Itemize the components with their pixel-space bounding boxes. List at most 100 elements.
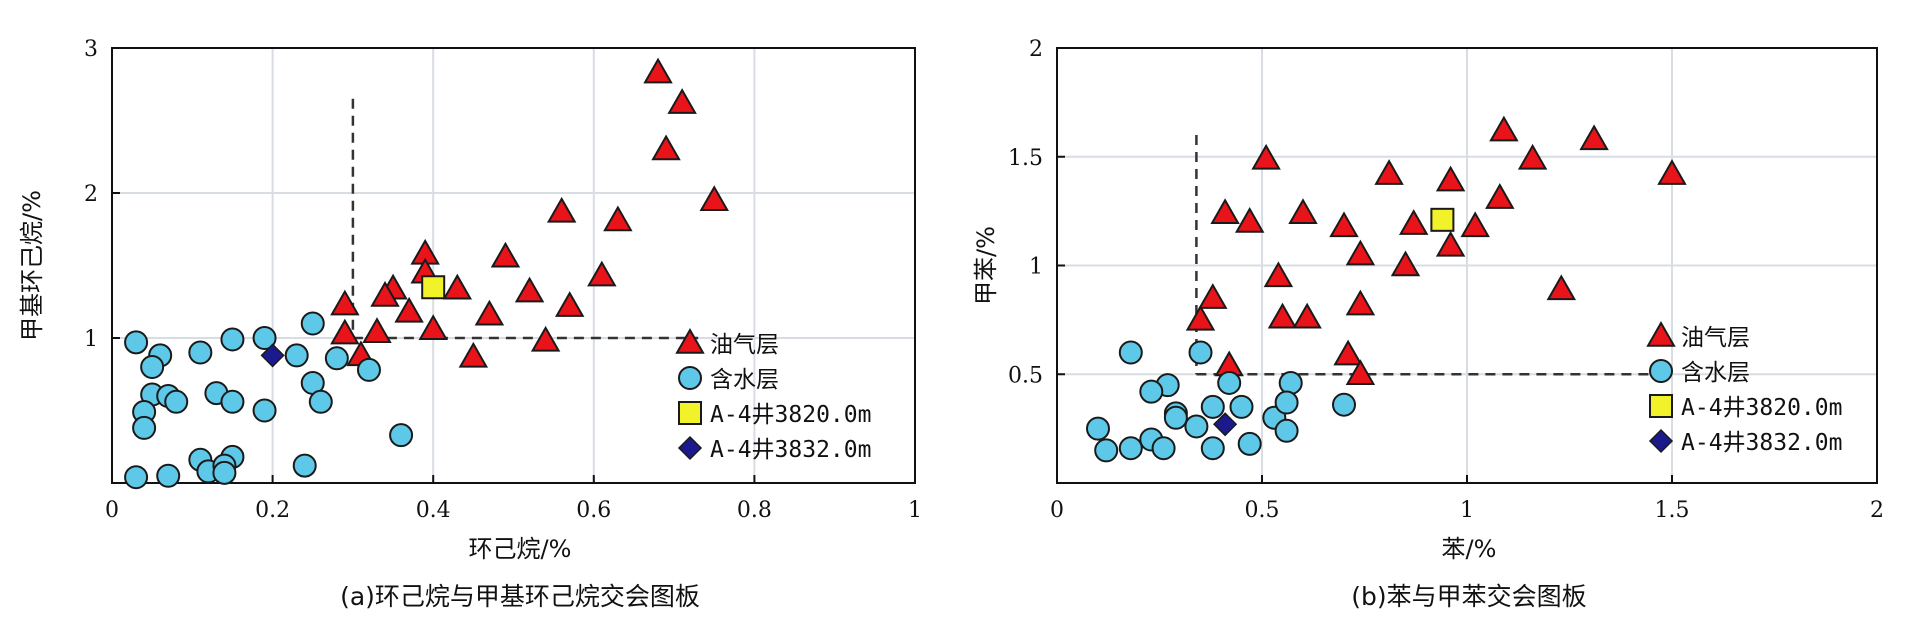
data-point-circle (1163, 405, 1188, 430)
y-axis-title: 甲苯/% (972, 226, 1000, 305)
data-point-circle (1200, 394, 1225, 419)
data-point-circle (156, 463, 181, 488)
data-point-triangle (1345, 289, 1376, 316)
y-tick-label: 1.5 (1008, 146, 1043, 171)
data-point-triangle (1485, 183, 1515, 209)
data-point-circle (212, 460, 237, 485)
data-point-circle (389, 423, 414, 448)
data-point-triangle (330, 289, 360, 316)
data-point-triangle (394, 296, 424, 323)
data-point-circle (308, 389, 333, 414)
series-diamond (260, 343, 285, 368)
data-point-circle (300, 311, 325, 336)
data-point-triangle (1185, 304, 1216, 331)
series-triangle (1185, 115, 1687, 385)
x-tick-label: 0.5 (1245, 498, 1280, 523)
y-axis-title: 甲基环己烷/% (18, 190, 46, 341)
legend-marker-circle (1649, 359, 1673, 383)
data-point-triangle (1489, 115, 1519, 142)
data-point-triangle (1398, 209, 1429, 235)
plot-frame (111, 47, 916, 484)
y-tick-label: 3 (84, 37, 98, 62)
data-point-circle (1094, 438, 1119, 463)
chart-caption: (a)环己烷与甲基环己烷交会图板 (340, 582, 700, 611)
data-point-circle (188, 340, 213, 365)
x-tick-label: 0.2 (255, 498, 290, 523)
data-point-triangle (554, 291, 585, 317)
data-point-triangle (474, 299, 505, 326)
data-point-circle (1332, 392, 1356, 417)
data-point-triangle (362, 317, 392, 343)
data-point-circle (1229, 394, 1254, 419)
data-point-circle (1086, 416, 1110, 441)
x-tick-label: 2 (1870, 498, 1884, 523)
data-point-triangle (1198, 283, 1228, 309)
data-point-circle (220, 389, 245, 414)
data-point-triangle (530, 325, 561, 352)
data-point-triangle (1329, 211, 1359, 238)
data-point-triangle (1234, 206, 1265, 233)
x-tick-label: 1.5 (1655, 498, 1690, 523)
data-point-circle (1118, 436, 1143, 461)
data-point-triangle (667, 88, 697, 114)
data-point-circle (124, 330, 149, 355)
data-point-triangle (1435, 230, 1466, 257)
series-square (1430, 207, 1455, 232)
legend-label: 油气层 (710, 332, 779, 358)
chart-panel-b: 0 0.5 1 1.5 2 0.5 1 1.5 2 油气层 含水层 A-4井3820.0m A-4井38… (964, 0, 1928, 638)
data-point-circle (1237, 431, 1262, 456)
data-point-circle (1118, 340, 1143, 365)
data-point-triangle (1267, 302, 1298, 329)
data-point-triangle (1210, 198, 1240, 225)
x-tick-label: 1 (1460, 498, 1474, 523)
legend-marker-diamond (677, 435, 703, 461)
data-point-triangle (1345, 239, 1376, 266)
data-point-triangle (1345, 359, 1376, 385)
data-point-triangle (1263, 261, 1294, 288)
legend-label: A-4井3832.0m (710, 437, 871, 463)
data-point-circle (284, 343, 309, 368)
series-circle (124, 311, 414, 490)
data-point-circle (1188, 340, 1213, 365)
legend-label: 含水层 (1681, 360, 1750, 386)
legend-marker-circle (678, 366, 702, 390)
data-point-triangle (1374, 159, 1404, 185)
legend-marker-square (1649, 394, 1673, 418)
data-point-circle (220, 327, 245, 352)
data-point-triangle (1333, 339, 1363, 366)
data-point-triangle (546, 196, 577, 223)
data-point-circle (1139, 379, 1164, 404)
series-diamond (1213, 412, 1238, 437)
data-point-triangle (370, 280, 400, 307)
x-tick-label: 0.6 (576, 498, 611, 523)
data-point-circle (1274, 390, 1299, 415)
legend-label: 含水层 (710, 367, 779, 393)
data-point-triangle (442, 273, 473, 300)
data-point-square (1430, 207, 1455, 232)
data-point-circle (164, 389, 189, 414)
legend-label: A-4井3820.0m (710, 402, 871, 428)
data-point-triangle (1546, 274, 1577, 301)
legend-label: A-4井3820.0m (1681, 395, 1842, 421)
legend-label: 油气层 (1681, 325, 1750, 351)
y-tick-label: 1 (1029, 255, 1043, 280)
data-point-circle (1278, 370, 1303, 395)
data-point-circle (324, 346, 349, 371)
data-point-circle (1217, 370, 1242, 395)
y-tick-label: 0.5 (1008, 363, 1043, 388)
data-point-circle (124, 465, 149, 490)
legend-marker-triangle (1646, 320, 1676, 347)
x-tick-label: 1 (908, 498, 922, 523)
data-point-circle (252, 398, 277, 423)
data-point-circle (356, 357, 381, 382)
series-triangle (330, 57, 729, 368)
data-point-diamond (1213, 412, 1238, 437)
data-point-triangle (330, 318, 360, 345)
x-tick-label: 0.8 (737, 498, 772, 523)
x-tick-label: 0 (105, 498, 119, 523)
data-point-diamond (260, 343, 285, 368)
